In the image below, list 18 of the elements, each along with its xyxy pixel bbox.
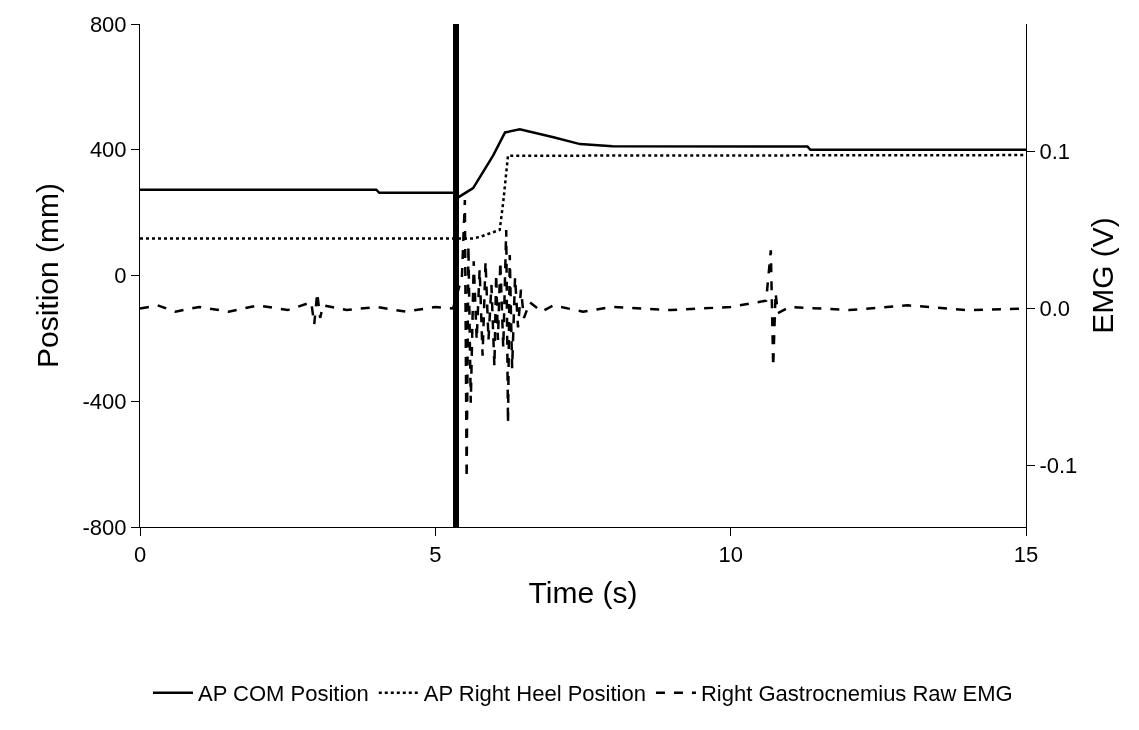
y2-axis-title: EMG (V) <box>1085 217 1119 334</box>
y-tick-label: 800 <box>89 11 127 37</box>
y2-tick-label: 0.1 <box>1039 139 1070 165</box>
legend-label: AP COM Position <box>198 681 369 707</box>
x-tick-label: 0 <box>133 542 147 568</box>
x-axis-title: Time (s) <box>528 575 638 609</box>
y2-tick-label: -0.1 <box>1039 453 1078 479</box>
legend-label: AP Right Heel Position <box>423 681 646 707</box>
y-tick-label: -800 <box>82 514 127 540</box>
y-tick-label: 400 <box>89 137 127 163</box>
y2-tick-label: 0.0 <box>1039 296 1070 322</box>
y-tick-label: 0 <box>114 263 127 289</box>
y-tick-label: -400 <box>82 388 127 414</box>
x-tick-label: 15 <box>1013 542 1039 568</box>
legend-label: Right Gastrocnemius Raw EMG <box>700 681 1013 707</box>
x-tick-label: 10 <box>718 542 743 568</box>
y-axis-title: Position (mm) <box>30 182 64 369</box>
x-tick-label: 5 <box>429 542 442 568</box>
